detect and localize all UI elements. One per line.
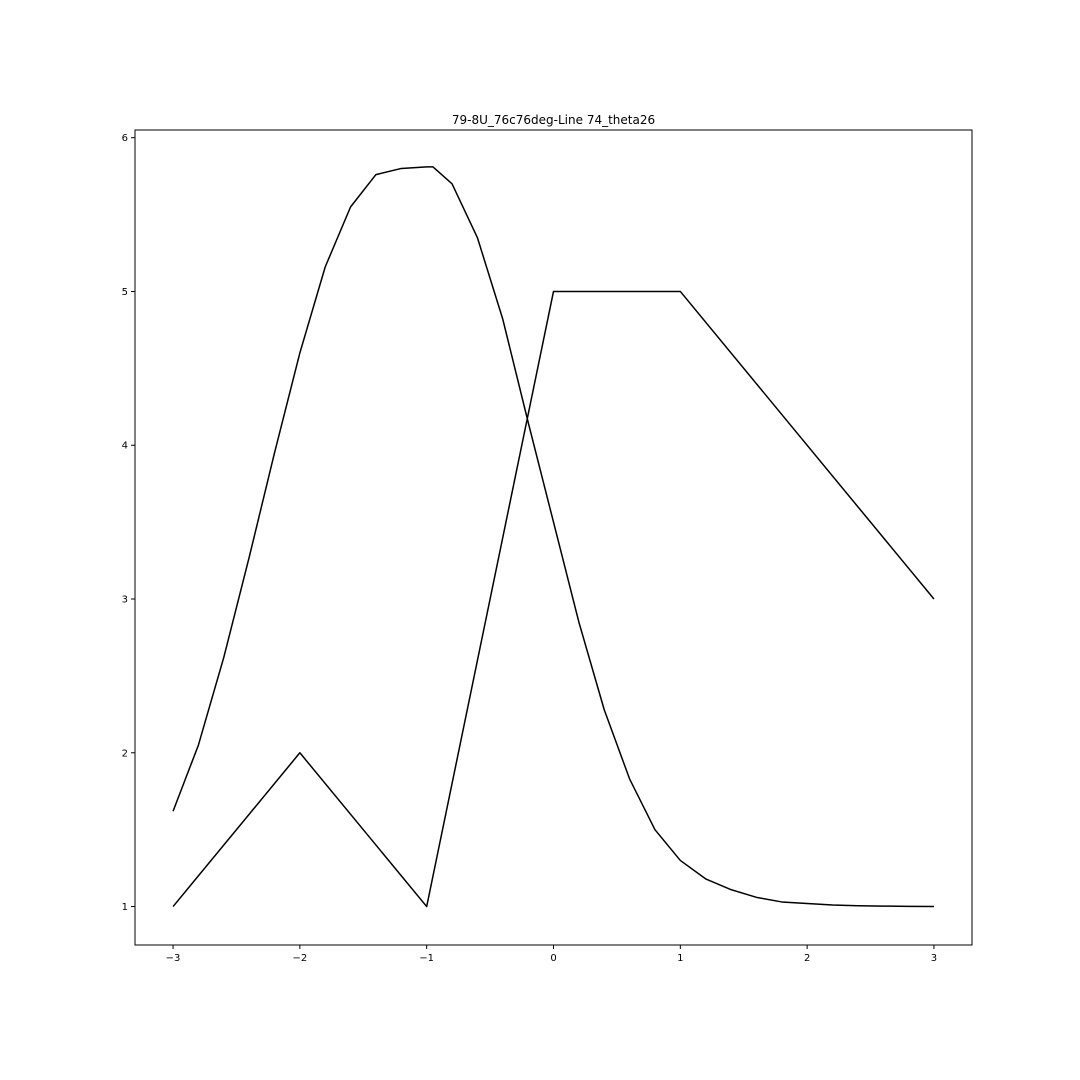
x-tick-label: 2 bbox=[804, 953, 810, 964]
x-tick-label: −2 bbox=[292, 953, 307, 964]
series-layer bbox=[172, 166, 935, 908]
chart-title: 79-8U_76c76deg-Line 74_theta26 bbox=[452, 113, 655, 127]
y-tick-label: 1 bbox=[122, 902, 128, 913]
y-tick-label: 2 bbox=[122, 748, 128, 759]
x-tick-label: −3 bbox=[166, 953, 181, 964]
series-line-1 bbox=[172, 166, 934, 908]
x-tick-label: 1 bbox=[677, 953, 683, 964]
y-tick-label: 5 bbox=[122, 287, 128, 298]
y-tick-label: 4 bbox=[122, 441, 128, 452]
plot-frame bbox=[134, 129, 973, 946]
x-tick-label: −1 bbox=[419, 953, 434, 964]
ticks-layer: −3 −2 −1 0 1 2 3 1 2 3 4 5 6 bbox=[122, 133, 938, 964]
y-tick-label: 3 bbox=[122, 595, 128, 606]
x-tick-label: 3 bbox=[931, 953, 937, 964]
x-tick-label: 0 bbox=[550, 953, 556, 964]
y-tick-label: 6 bbox=[122, 133, 128, 144]
series-line-2 bbox=[172, 290, 935, 908]
